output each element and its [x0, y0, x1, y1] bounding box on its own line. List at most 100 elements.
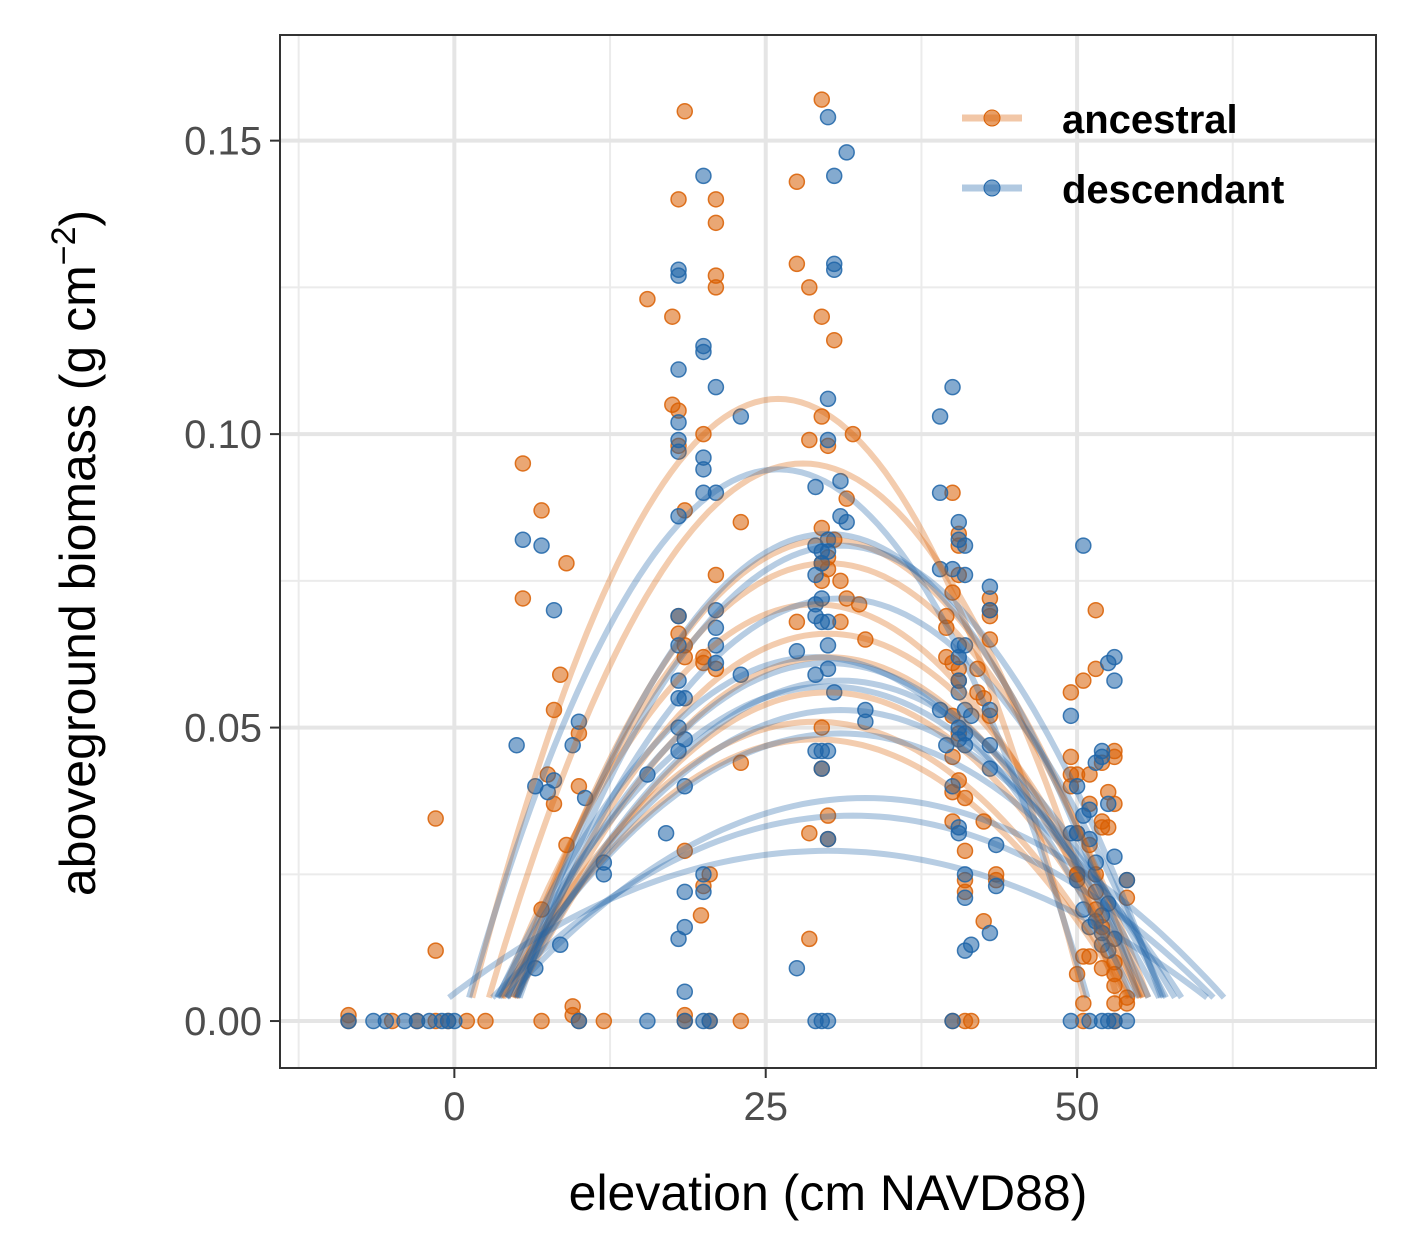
- point-descendant: [819, 613, 837, 631]
- point-ancestral: [664, 308, 681, 325]
- y-axis-ticks: 0.00 0.05 0.10 0.15: [184, 120, 280, 1044]
- point-ancestral: [1075, 672, 1092, 689]
- point-descendant: [819, 637, 837, 654]
- point-descendant: [819, 742, 837, 760]
- point-ancestral: [558, 554, 575, 572]
- point-ancestral: [1099, 819, 1117, 836]
- fit-curve-descendant: [503, 706, 1178, 1000]
- x-axis-title: elevation (cm NAVD88): [569, 1165, 1088, 1221]
- point-ancestral: [1106, 977, 1123, 995]
- point-descendant: [545, 772, 563, 789]
- fit-curve-ancestral: [469, 395, 1088, 999]
- point-descendant: [944, 778, 961, 795]
- point-ancestral: [825, 331, 843, 349]
- point-ancestral: [514, 590, 532, 607]
- point-descendant: [944, 1012, 961, 1030]
- point-descendant: [1081, 801, 1098, 818]
- fitted-curves: [447, 395, 1227, 1000]
- legend-item-ancestral: ancestral: [962, 98, 1238, 142]
- point-descendant: [707, 484, 725, 502]
- point-descendant: [807, 478, 824, 496]
- point-descendant: [981, 578, 999, 595]
- legend-marker-descendant: [983, 179, 1001, 197]
- point-descendant: [676, 1012, 694, 1030]
- point-ancestral: [514, 455, 532, 472]
- point-ancestral: [427, 942, 444, 959]
- point-ancestral: [732, 1012, 750, 1030]
- point-descendant: [819, 660, 837, 678]
- fit-curve-descendant: [504, 794, 1227, 1000]
- point-ancestral: [1075, 995, 1092, 1012]
- point-descendant: [439, 1012, 457, 1030]
- point-ancestral: [788, 255, 806, 273]
- point-descendant: [695, 883, 712, 901]
- point-descendant: [670, 637, 687, 654]
- point-ancestral: [732, 513, 750, 531]
- point-descendant: [670, 443, 687, 460]
- point-descendant: [1099, 895, 1117, 912]
- fit-curve-descendant: [494, 683, 1162, 1000]
- point-descendant: [377, 1012, 395, 1030]
- point-descendant: [527, 959, 544, 977]
- point-descendant: [956, 537, 974, 554]
- point-descendant: [1087, 854, 1105, 871]
- fit-curve-ancestral: [512, 654, 1144, 999]
- point-descendant: [695, 461, 712, 478]
- point-ancestral: [692, 907, 710, 924]
- point-descendant: [676, 689, 694, 707]
- fit-curve-descendant: [512, 677, 1169, 999]
- point-descendant: [981, 701, 999, 719]
- point-ancestral: [857, 631, 874, 648]
- point-descendant: [670, 261, 687, 279]
- point-ancestral: [850, 596, 868, 613]
- x-axis-ticks: 0 25 50: [443, 1068, 1099, 1129]
- point-ancestral: [1087, 601, 1105, 619]
- point-descendant: [1106, 848, 1123, 865]
- point-ancestral: [533, 502, 550, 519]
- point-descendant: [931, 701, 949, 719]
- point-descendant: [931, 484, 949, 502]
- point-descendant: [1075, 537, 1092, 554]
- point-descendant: [545, 601, 563, 619]
- fit-curve-descendant: [496, 730, 1185, 1000]
- point-ancestral: [788, 613, 806, 631]
- point-descendant: [670, 414, 687, 431]
- point-descendant: [832, 472, 849, 490]
- y-axis-title: aboveground biomass (g cm−2): [45, 210, 106, 896]
- fit-curve-descendant: [490, 812, 1216, 1000]
- fit-curve-descendant: [516, 542, 1165, 999]
- point-descendant: [962, 707, 980, 725]
- point-descendant: [701, 1012, 718, 1030]
- point-ancestral: [956, 789, 974, 807]
- point-descendant: [1118, 1012, 1136, 1030]
- point-descendant: [676, 983, 694, 1000]
- fit-curve-ancestral: [513, 689, 1143, 999]
- point-ancestral: [819, 807, 837, 824]
- point-descendant: [570, 1012, 588, 1030]
- point-ancestral: [838, 490, 855, 507]
- point-ancestral: [1118, 995, 1136, 1012]
- point-descendant: [1099, 795, 1117, 813]
- point-ancestral: [676, 103, 694, 120]
- point-ancestral: [944, 584, 961, 601]
- point-descendant: [595, 866, 613, 883]
- point-descendant: [1081, 830, 1098, 848]
- point-ancestral: [732, 754, 750, 772]
- point-descendant: [819, 1012, 837, 1030]
- point-descendant: [670, 607, 687, 625]
- point-descendant: [819, 390, 837, 408]
- point-ancestral: [1087, 883, 1105, 901]
- point-descendant: [1068, 871, 1086, 889]
- point-descendant: [819, 543, 837, 560]
- point-descendant: [987, 877, 1005, 895]
- x-tick-label: 0: [443, 1085, 465, 1129]
- fit-curve-descendant: [494, 654, 1137, 999]
- x-tick-label: 50: [1055, 1085, 1100, 1129]
- point-ancestral: [670, 191, 687, 208]
- point-ancestral: [1068, 965, 1086, 983]
- fit-curve-ancestral: [486, 460, 1121, 999]
- point-descendant: [819, 431, 837, 449]
- y-tick-label: 0.15: [184, 120, 262, 164]
- fit-curve-ancestral: [505, 560, 1151, 999]
